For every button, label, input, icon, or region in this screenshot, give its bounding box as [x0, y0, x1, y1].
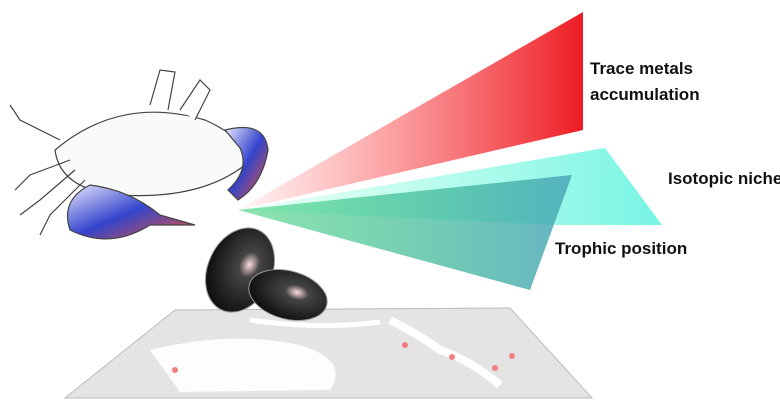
- label-trace-metals: Trace metals: [590, 59, 693, 78]
- label-isotopic-niche: Isotopic niche: [668, 169, 780, 188]
- label-trophic-position: Trophic position: [555, 239, 687, 258]
- label-trace-metals: accumulation: [590, 85, 700, 104]
- map: [65, 308, 592, 398]
- crab: [10, 70, 268, 239]
- graphical-abstract: Trace metals accumulation Isotopic niche…: [0, 0, 780, 406]
